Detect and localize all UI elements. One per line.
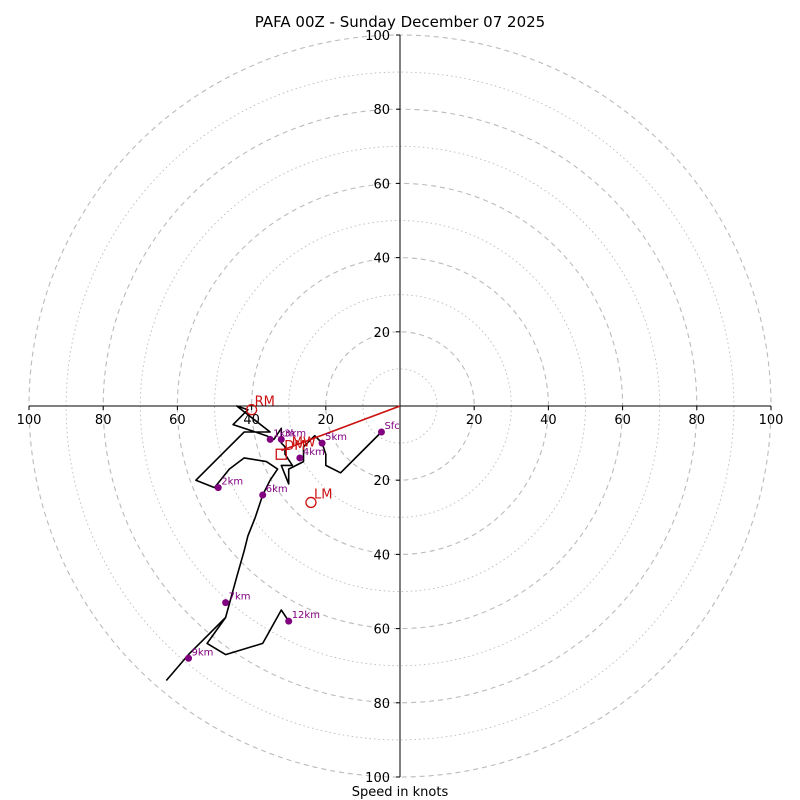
height-marker-dot	[277, 435, 285, 443]
height-marker-label: 7km	[229, 592, 251, 603]
height-marker-label: 2km	[221, 477, 243, 488]
height-marker-dot	[285, 617, 293, 625]
storm-mw-label: MW	[292, 436, 316, 451]
x-tick-label: 100	[759, 413, 784, 428]
hodograph-trace-upper	[206, 609, 290, 656]
height-marker-label: Sfc	[384, 421, 399, 432]
height-marker-label: 12km	[292, 610, 320, 621]
height-marker-dot	[214, 484, 222, 492]
height-marker-label: 9km	[192, 647, 214, 658]
x-axis-label: Speed in knots	[352, 785, 449, 800]
height-marker-dot	[266, 435, 274, 443]
storm-dm-marker	[275, 448, 287, 460]
height-marker-dot	[222, 599, 230, 607]
height-marker-dot	[377, 428, 385, 436]
y-tick-label: 60	[373, 177, 390, 192]
y-tick-label: 80	[373, 697, 390, 712]
storm-dm-label: DM	[284, 439, 305, 454]
y-tick-label: 100	[365, 771, 390, 786]
height-marker-label: 1km	[273, 428, 295, 439]
x-tick-label: 20	[318, 413, 335, 428]
y-tick-label: 20	[373, 474, 390, 489]
storm-lm-marker	[305, 496, 317, 509]
y-tick-label: 40	[373, 548, 390, 563]
height-marker-label: 5km	[325, 432, 347, 443]
height-marker-dot	[185, 654, 193, 662]
height-marker-dot	[296, 454, 304, 462]
hodograph-trace	[165, 405, 382, 682]
chart-title: PAFA 00Z - Sunday December 07 2025	[255, 13, 545, 31]
x-tick-label: 20	[466, 413, 483, 428]
x-tick-label: 100	[17, 413, 42, 428]
x-tick-label: 80	[95, 413, 112, 428]
x-tick-label: 60	[169, 413, 186, 428]
y-tick-label: 80	[373, 103, 390, 118]
height-marker-label: 3km	[284, 428, 306, 439]
storm-motion-vector	[280, 405, 401, 452]
height-marker-dot	[259, 491, 267, 499]
wind-trace	[165, 405, 382, 682]
y-tick-label: 100	[365, 29, 390, 44]
tick-labels: 20 20 20 20 40 40 40 40 60 60 60 60 80 80 80 80 100 100 10…	[17, 29, 784, 786]
height-marker-label: 6km	[266, 484, 288, 495]
x-tick-label: 80	[689, 413, 706, 428]
height-marker-label: 4km	[303, 447, 325, 458]
storm-rm-label: RM	[255, 395, 275, 410]
y-tick-label: 20	[373, 326, 390, 341]
storm-rm-marker	[245, 404, 258, 416]
y-tick-label: 60	[373, 623, 390, 638]
x-tick-label: 40	[243, 413, 260, 428]
y-tick-label: 40	[373, 252, 390, 267]
height-marker-dot	[318, 439, 326, 447]
x-tick-label: 40	[540, 413, 557, 428]
x-tick-label: 60	[614, 413, 631, 428]
storm-lm-label: LM	[314, 487, 332, 502]
